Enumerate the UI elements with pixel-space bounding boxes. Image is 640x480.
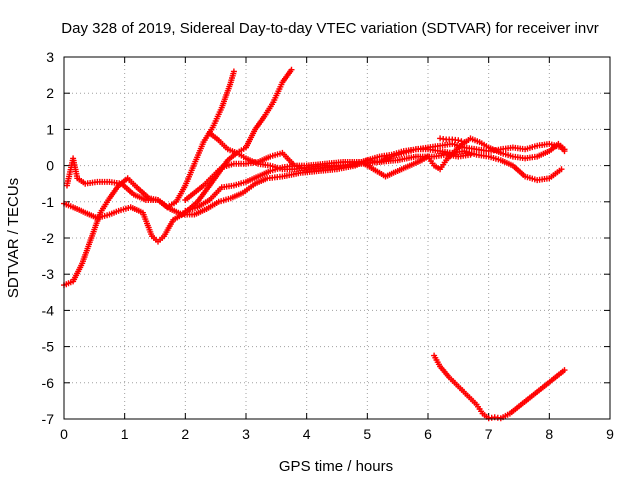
series-sat-c	[64, 146, 565, 218]
x-axis-label: GPS time / hours	[279, 458, 393, 475]
y-tick-label: -6	[42, 375, 55, 391]
series-sat-h	[431, 352, 568, 422]
data-series	[61, 66, 568, 422]
y-axis-label: SDTVAR / TECUs	[5, 178, 22, 298]
plot-frame	[63, 56, 611, 420]
y-tick-label: -2	[42, 230, 55, 246]
data-point	[461, 139, 468, 146]
x-tick-label: 0	[60, 426, 68, 442]
y-tick-label: 2	[46, 85, 54, 101]
x-tick-label: 8	[545, 426, 553, 442]
chart-title: Day 328 of 2019, Sidereal Day-to-day VTE…	[61, 20, 598, 37]
data-point	[458, 138, 465, 145]
series-sat-f	[182, 135, 568, 214]
y-tick-label: -3	[42, 266, 55, 282]
x-tick-label: 3	[242, 426, 250, 442]
data-point	[230, 68, 237, 75]
data-point	[288, 66, 295, 73]
x-tick-label: 6	[424, 426, 432, 442]
x-tick-label: 9	[606, 426, 614, 442]
y-tick-label: -7	[42, 411, 55, 427]
data-point	[467, 151, 474, 158]
y-tick-label: -5	[42, 339, 55, 355]
data-point	[455, 137, 462, 144]
x-tick-label: 7	[485, 426, 493, 442]
grid-lines	[64, 57, 610, 419]
y-tick-label: -1	[42, 194, 55, 210]
x-tick-label: 2	[181, 426, 189, 442]
y-tick-label: 3	[46, 49, 54, 65]
x-tick-label: 1	[121, 426, 129, 442]
series-sat-g	[437, 135, 468, 146]
data-point	[561, 146, 568, 153]
data-point	[561, 367, 568, 374]
y-tick-label: 1	[46, 121, 54, 137]
x-tick-label: 4	[303, 426, 311, 442]
x-tick-label: 5	[363, 426, 371, 442]
data-point	[558, 166, 565, 173]
y-tick-label: 0	[46, 158, 54, 174]
axis-ticks: 0 1 2 3 4 5 6 7 8 9 -7 -6 -5 -4 -3 -2 -1 0 1 2 3	[42, 49, 615, 442]
y-tick-label: -4	[42, 302, 55, 318]
